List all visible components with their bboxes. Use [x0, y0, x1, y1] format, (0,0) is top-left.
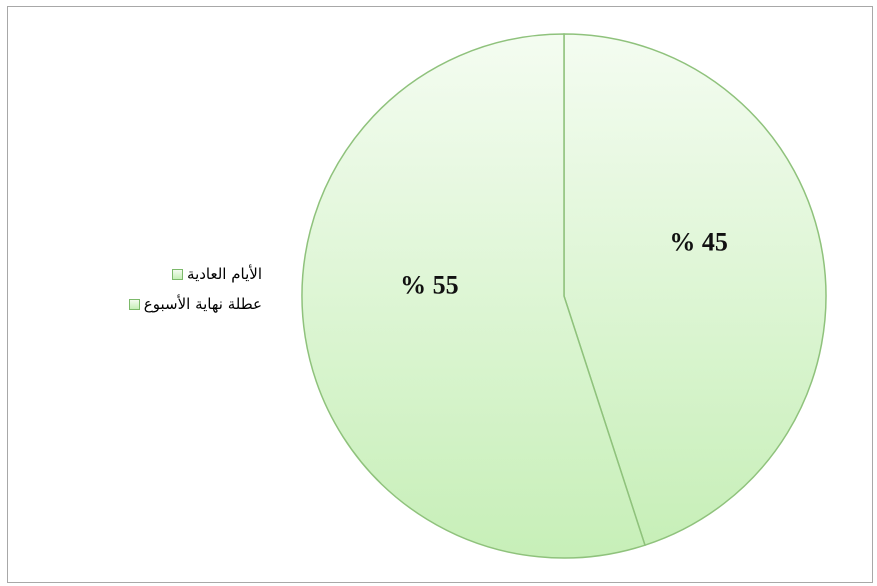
legend-label: الأيام العادية: [187, 265, 262, 283]
pie-slice-1: [563, 33, 827, 547]
chart-area: % 45 % 55 الأيام العادية عطلة نهاية الأسب…: [7, 6, 873, 583]
pie-chart: % 45 % 55: [301, 33, 827, 559]
legend-swatch: [128, 298, 140, 310]
legend-item: عطلة نهاية الأسبوع: [42, 291, 262, 317]
legend-item: الأيام العادية: [42, 261, 262, 287]
slice-data-label-2: % 55: [400, 270, 459, 299]
legend-label: عطلة نهاية الأسبوع: [143, 295, 262, 313]
legend-swatch: [172, 268, 184, 280]
pie-slice-2: [301, 33, 646, 559]
slice-data-label-1: % 45: [669, 228, 728, 257]
chart-legend: الأيام العادية عطلة نهاية الأسبوع: [42, 261, 262, 321]
